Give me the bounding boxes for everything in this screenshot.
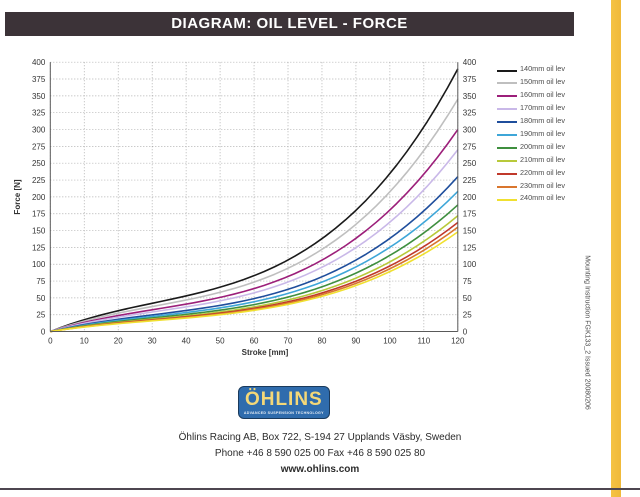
svg-text:25: 25 bbox=[463, 311, 472, 320]
svg-text:400: 400 bbox=[32, 58, 46, 67]
svg-text:325: 325 bbox=[463, 109, 477, 118]
svg-text:375: 375 bbox=[32, 75, 46, 84]
svg-text:350: 350 bbox=[32, 92, 46, 101]
svg-text:110: 110 bbox=[417, 337, 430, 346]
svg-text:60: 60 bbox=[250, 337, 259, 346]
svg-text:40: 40 bbox=[182, 337, 191, 346]
svg-text:120: 120 bbox=[451, 337, 465, 346]
svg-text:20: 20 bbox=[114, 337, 123, 346]
svg-text:300: 300 bbox=[463, 126, 477, 135]
svg-text:300: 300 bbox=[32, 126, 46, 135]
svg-text:250: 250 bbox=[32, 159, 46, 168]
svg-text:200: 200 bbox=[463, 193, 477, 202]
svg-text:75: 75 bbox=[463, 277, 472, 286]
svg-text:125: 125 bbox=[32, 243, 46, 252]
svg-text:225: 225 bbox=[463, 176, 477, 185]
svg-text:0: 0 bbox=[463, 328, 468, 337]
svg-text:25: 25 bbox=[36, 311, 45, 320]
svg-text:90: 90 bbox=[351, 337, 360, 346]
svg-text:350: 350 bbox=[463, 92, 477, 101]
svg-text:400: 400 bbox=[463, 58, 477, 67]
svg-text:50: 50 bbox=[36, 294, 45, 303]
svg-text:125: 125 bbox=[463, 243, 477, 252]
svg-text:275: 275 bbox=[463, 142, 477, 151]
svg-text:100: 100 bbox=[383, 337, 397, 346]
svg-text:30: 30 bbox=[148, 337, 157, 346]
svg-text:175: 175 bbox=[463, 210, 477, 219]
svg-text:100: 100 bbox=[32, 260, 46, 269]
svg-text:200: 200 bbox=[32, 193, 46, 202]
svg-text:70: 70 bbox=[284, 337, 293, 346]
svg-text:250: 250 bbox=[463, 159, 477, 168]
svg-text:150: 150 bbox=[32, 227, 46, 236]
svg-text:225: 225 bbox=[32, 176, 46, 185]
svg-text:0: 0 bbox=[41, 328, 46, 337]
svg-text:175: 175 bbox=[32, 210, 46, 219]
svg-text:325: 325 bbox=[32, 109, 46, 118]
svg-text:75: 75 bbox=[36, 277, 45, 286]
svg-text:150: 150 bbox=[463, 227, 477, 236]
svg-text:275: 275 bbox=[32, 142, 46, 151]
svg-text:50: 50 bbox=[463, 294, 472, 303]
svg-text:50: 50 bbox=[216, 337, 225, 346]
svg-text:375: 375 bbox=[463, 75, 477, 84]
svg-text:0: 0 bbox=[48, 337, 53, 346]
svg-text:80: 80 bbox=[318, 337, 327, 346]
svg-text:10: 10 bbox=[80, 337, 89, 346]
svg-text:100: 100 bbox=[463, 260, 477, 269]
